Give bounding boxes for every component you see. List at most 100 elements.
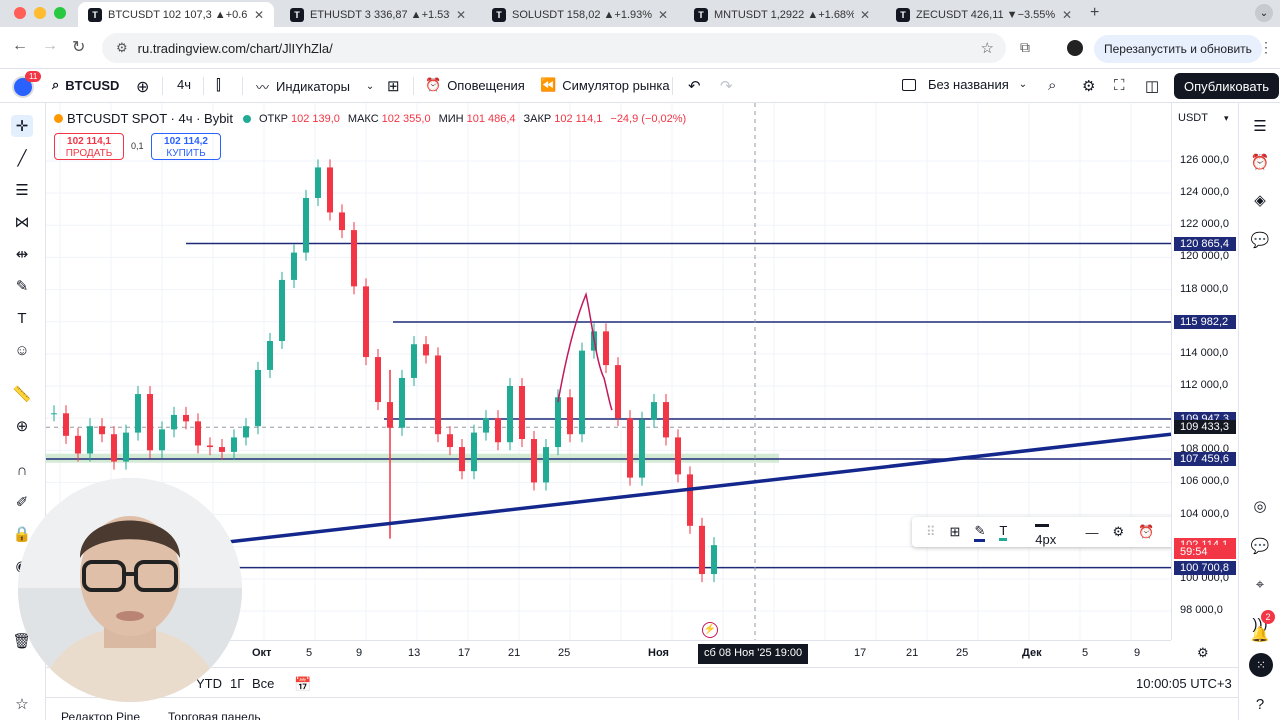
fullscreen-icon[interactable]: ⛶	[1114, 77, 1125, 94]
candle-body	[411, 344, 417, 378]
support-zone	[46, 453, 779, 463]
close-tab-icon[interactable]: ✕	[1061, 7, 1072, 22]
fib-retracement-icon[interactable]: ☰	[15, 182, 29, 199]
brush-icon[interactable]: ✎	[15, 278, 29, 295]
candle-body	[243, 426, 249, 438]
currency-selector[interactable]: USDT ▾	[1178, 112, 1228, 124]
tab-search-icon[interactable]: ⌄	[1255, 4, 1273, 22]
candle-type-icon[interactable]: ⫿	[216, 77, 221, 94]
publish-button[interactable]: Опубликовать	[1174, 73, 1280, 99]
notifications-bell-icon[interactable]: 🔔	[1250, 626, 1270, 643]
reload-icon[interactable]: ↻	[72, 39, 86, 56]
profile-avatar[interactable]	[1067, 40, 1083, 56]
target-icon[interactable]: ◎	[1253, 498, 1267, 515]
template-icon[interactable]: ⊞	[949, 524, 961, 539]
lock-icon[interactable]: 🔒	[12, 526, 32, 543]
time-axis[interactable]: Окт 5 9 13 17 21 25 Ноя 17 21 25 Дек 5 9 сб 08 Ноя '25…	[46, 640, 1171, 666]
emoji-icon[interactable]: ☺	[14, 341, 30, 359]
symbol-search-button[interactable]: ⌕ BTCUSD	[52, 77, 119, 93]
redo-icon[interactable]: ↷	[720, 78, 733, 95]
line-color-icon[interactable]: ✎	[974, 523, 986, 542]
watchlist-icon[interactable]: ☰	[1253, 118, 1267, 135]
close-tab-icon[interactable]: ✕	[859, 7, 870, 22]
date-range-icon[interactable]: 📅	[294, 676, 312, 692]
range-ytd[interactable]: YTD	[196, 676, 222, 691]
alerts-clock-icon[interactable]: ⏰	[1250, 154, 1270, 171]
line-width-button[interactable]: 4px	[1021, 517, 1071, 547]
forward-icon[interactable]: →	[42, 37, 58, 54]
restart-label: Перезапустить и обновить	[1104, 42, 1252, 56]
close-tab-icon[interactable]: ✕	[253, 7, 264, 22]
alert-add-icon[interactable]: ⏰	[1138, 524, 1155, 539]
symbol-label: BTCUSD	[65, 77, 120, 93]
order-quantity[interactable]: 0,1	[131, 141, 144, 151]
browser-menu-icon[interactable]: ⋮	[1259, 39, 1273, 55]
help-icon[interactable]: ?	[1255, 695, 1265, 713]
quick-search-icon[interactable]: ⌕	[1048, 77, 1057, 94]
maximize-window-button[interactable]	[54, 7, 66, 19]
bookmark-star-icon[interactable]: ☆	[980, 40, 994, 57]
extensions-icon[interactable]: ⧉	[1020, 39, 1030, 55]
url-field[interactable]: ⚙ ru.tradingview.com/chart/JlIYhZla/ ☆	[102, 33, 1006, 63]
line-style-icon[interactable]: —	[1085, 524, 1099, 540]
drag-handle-icon[interactable]: ⠿	[926, 524, 936, 539]
clock-timezone[interactable]: 10:00:05 UTC+3	[1136, 676, 1232, 691]
tab-trading-panel[interactable]: Торговая панель	[168, 710, 261, 720]
browser-tab-ethusdt[interactable]: T ETHUSDT 3 336,87 ▲+1.53% ✕	[280, 2, 476, 27]
sell-button[interactable]: 102 114,1 ПРОДАТЬ	[54, 133, 124, 160]
magnet-icon[interactable]: ∩	[16, 461, 28, 479]
site-info-icon[interactable]: ⚙	[116, 40, 128, 55]
price-tick-label: 126 000,0	[1180, 154, 1229, 166]
browser-tab-solusdt[interactable]: T SOLUSDT 158,02 ▲+1.93% ✕	[482, 2, 678, 27]
restart-update-button[interactable]: Перезапустить и обновить	[1094, 35, 1262, 63]
close-tab-icon[interactable]: ✕	[455, 7, 466, 22]
interval-button[interactable]: 4ч	[177, 77, 191, 92]
price-axis[interactable]: USDT ▾ 126 000,0 124 000,0 122 000,0 120 000…	[1171, 103, 1238, 640]
zoom-in-icon[interactable]: ⊕	[15, 418, 29, 435]
pattern-icon[interactable]: ⋈	[14, 214, 30, 231]
apps-grid-icon[interactable]: ⁙	[1249, 653, 1273, 677]
favorites-star-icon[interactable]: ☆	[15, 696, 29, 713]
browser-tab-zecusdt[interactable]: T ZECUSDT 426,11 ▼−3.55% ✕	[886, 2, 1082, 27]
buy-button[interactable]: 102 114,2 КУПИТЬ	[151, 133, 221, 160]
alerts-button[interactable]: ⏰ Оповещения	[425, 77, 525, 93]
replay-button[interactable]: ⏪ Симулятор рынка	[540, 77, 670, 93]
layers-icon[interactable]: ◈	[1254, 192, 1266, 209]
text-tool-icon[interactable]: T	[17, 309, 27, 327]
compare-symbol-icon[interactable]: ⊕	[136, 79, 150, 96]
indicators-button[interactable]: 〰 Индикаторы ⌄	[256, 77, 374, 96]
range-1y[interactable]: 1Г	[230, 676, 245, 691]
ruler-icon[interactable]: 📏	[12, 386, 32, 403]
prediction-icon[interactable]: ⇹	[15, 246, 29, 263]
chat-bubble-icon[interactable]: 💬	[1250, 538, 1270, 555]
candle-body	[639, 419, 645, 478]
undo-icon[interactable]: ↶	[688, 78, 701, 95]
text-color-icon[interactable]: T	[999, 523, 1008, 541]
minimize-window-button[interactable]	[34, 7, 46, 19]
replay-label: Симулятор рынка	[562, 77, 670, 93]
close-window-button[interactable]	[14, 7, 26, 19]
trash-icon[interactable]: 🗑	[12, 633, 32, 650]
trend-line-icon[interactable]: ╱	[17, 150, 27, 167]
pencil-lock-icon[interactable]: ✐	[15, 494, 29, 511]
close-tab-icon[interactable]: ✕	[657, 7, 668, 22]
range-all[interactable]: Все	[252, 676, 275, 691]
crosshair-icon[interactable]: ✛	[11, 115, 33, 137]
candle-body	[651, 402, 657, 420]
browser-tab-btcusdt[interactable]: T BTCUSDT 102 107,3 ▲+0.61% ✕	[78, 2, 274, 27]
tab-pine-editor[interactable]: Редактор Pine	[61, 710, 141, 720]
candle-body	[543, 447, 549, 483]
chevron-down-icon: ⌄	[1018, 79, 1028, 90]
settings-gear-icon[interactable]: ⚙	[1082, 78, 1096, 95]
browser-tab-mntusdt[interactable]: T MNTUSDT 1,2922 ▲+1.68% ✕	[684, 2, 880, 27]
camera-icon[interactable]: ◫	[1145, 78, 1160, 95]
chat-icon[interactable]: 💬	[1250, 232, 1270, 249]
new-tab-icon[interactable]: +	[1090, 4, 1100, 21]
axis-settings-icon[interactable]: ⚙	[1197, 645, 1209, 660]
settings-gear-icon[interactable]: ⚙	[1112, 524, 1125, 539]
replay-marker-icon[interactable]: ⚡	[702, 622, 718, 638]
layout-name-button[interactable]: Без названия ⌄	[902, 77, 1027, 92]
back-icon[interactable]: ←	[12, 37, 28, 54]
templates-icon[interactable]: ⊞	[387, 78, 400, 95]
pins-icon[interactable]: ⌖	[1255, 575, 1265, 593]
